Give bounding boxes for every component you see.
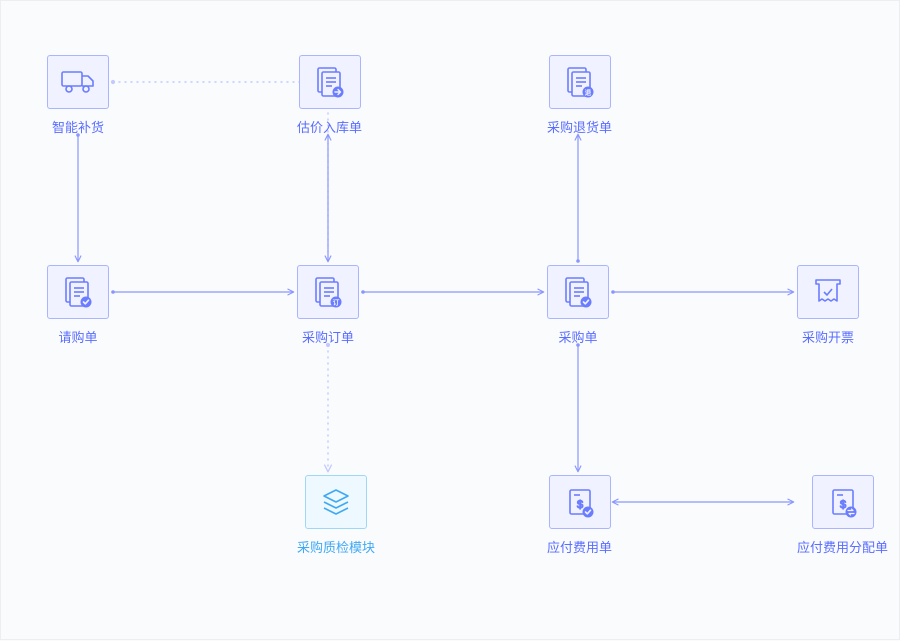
- node-box: [797, 265, 859, 319]
- svg-text:退: 退: [584, 88, 591, 97]
- node-smart-replenish: 智能补货: [47, 55, 109, 136]
- node-box: 订: [297, 265, 359, 319]
- node-label: 采购订单: [302, 327, 354, 346]
- node-box: [305, 475, 367, 529]
- doc-swap-icon: $: [827, 486, 859, 518]
- node-label: 采购退货单: [547, 117, 612, 136]
- receipt-icon: [813, 276, 843, 308]
- node-box: [299, 55, 361, 109]
- doc-arrow-icon: [314, 66, 346, 98]
- node-return-order: 退 采购退货单: [547, 55, 612, 136]
- node-box: $: [812, 475, 874, 529]
- node-label: 采购开票: [802, 327, 854, 346]
- node-label: 请购单: [58, 327, 97, 346]
- node-box: 退: [549, 55, 611, 109]
- node-box: [547, 265, 609, 319]
- svg-text:$: $: [839, 499, 845, 511]
- node-purchase-doc: 采购单: [547, 265, 609, 346]
- doc-check-icon: [562, 276, 594, 308]
- doc-money-icon: $: [564, 486, 596, 518]
- node-label: 采购单: [558, 327, 597, 346]
- node-box: [47, 55, 109, 109]
- doc-return-icon: 退: [564, 66, 596, 98]
- node-label: 应付费用单: [547, 537, 612, 556]
- node-label: 智能补货: [52, 117, 104, 136]
- node-box: [47, 265, 109, 319]
- truck-icon: [61, 69, 95, 95]
- node-est-inbound: 估价入库单: [297, 55, 362, 136]
- node-qc-module: 采购质检模块: [297, 475, 375, 556]
- node-invoice: 采购开票: [797, 265, 859, 346]
- node-payable: $ 应付费用单: [547, 475, 612, 556]
- doc-order-icon: 订: [312, 276, 344, 308]
- node-label: 采购质检模块: [297, 537, 375, 556]
- node-requisition: 请购单: [47, 265, 109, 346]
- layers-icon: [320, 486, 352, 518]
- svg-text:订: 订: [333, 298, 340, 307]
- edge-smart-to-po: [113, 82, 328, 261]
- doc-check-icon: [62, 276, 94, 308]
- svg-text:$: $: [576, 499, 582, 511]
- node-label: 估价入库单: [297, 117, 362, 136]
- node-label: 应付费用分配单: [797, 537, 888, 556]
- node-payable-alloc: $ 应付费用分配单: [797, 475, 888, 556]
- node-purchase-order: 订 采购订单: [297, 265, 359, 346]
- flowchart-edges: [1, 1, 900, 641]
- node-box: $: [549, 475, 611, 529]
